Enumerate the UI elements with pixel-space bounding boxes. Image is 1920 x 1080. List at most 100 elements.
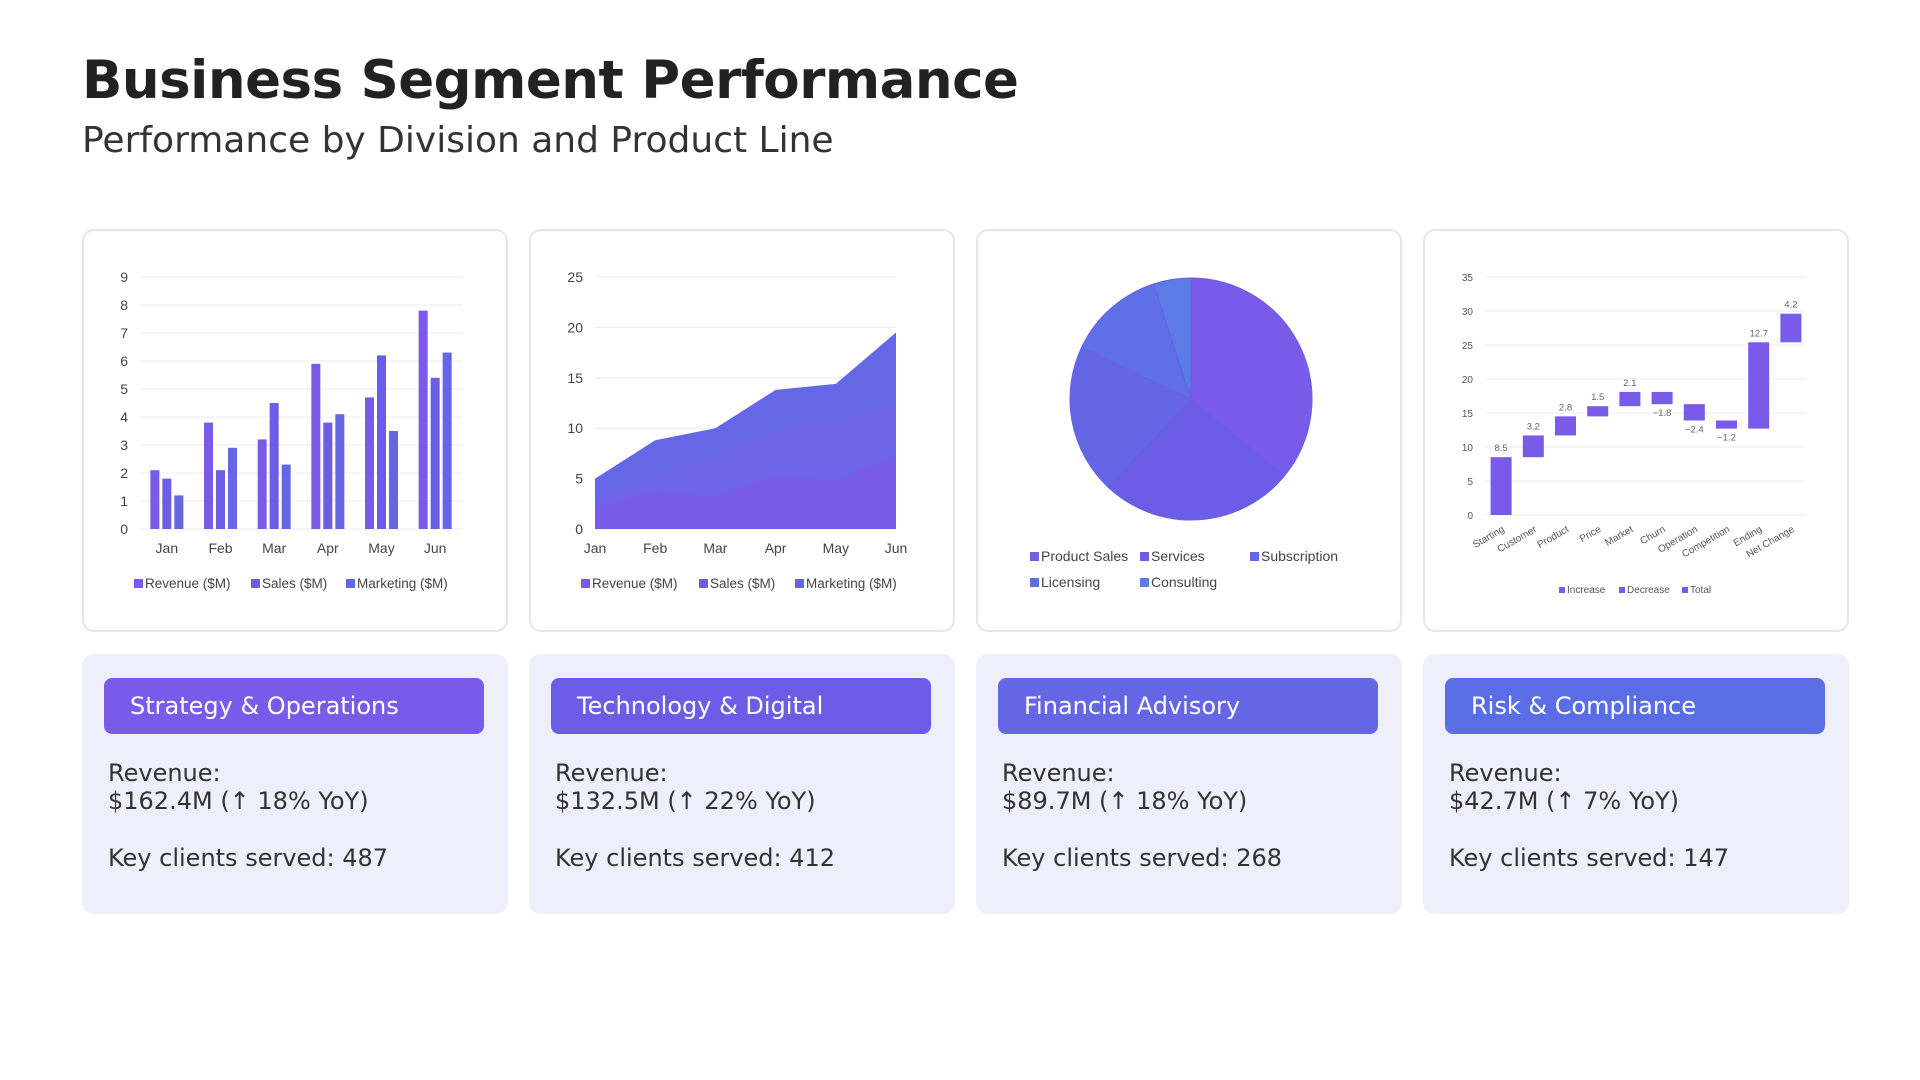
y-tick-label: 2 [120, 465, 128, 481]
x-tick-label: Apr [765, 540, 787, 556]
waterfall-bar [1651, 391, 1673, 405]
y-tick-label: 3 [120, 437, 128, 453]
y-tick-label: 5 [120, 381, 128, 397]
pie-slice [1107, 398, 1285, 521]
x-tick-label: May [823, 540, 849, 556]
revenue-value: $162.4M (↑ 18% YoY) [108, 787, 369, 815]
segment-header: Technology & Digital [551, 678, 931, 734]
bar [150, 470, 160, 529]
revenue-value: $89.7M (↑ 18% YoY) [1002, 787, 1248, 815]
area-chart-card: 0 5 10 15 20 25 Jan Feb Mar Apr May Jun Revenue ($M)… [529, 229, 955, 632]
revenue-label: Revenue: [555, 759, 668, 787]
x-tick-label: Jun [424, 540, 447, 556]
legend-swatch [699, 579, 708, 588]
revenue-label: Revenue: [1002, 759, 1115, 787]
data-label: −1.2 [1717, 433, 1736, 444]
y-tick-label: 35 [1462, 273, 1474, 284]
waterfall-bar [1587, 406, 1609, 417]
data-label: −1.8 [1653, 408, 1672, 419]
legend-label: Decrease [1627, 585, 1670, 596]
waterfall-bar [1490, 457, 1512, 515]
y-tick-label: 9 [120, 269, 128, 285]
x-tick-label: Mar [262, 540, 286, 556]
data-label: 4.2 [1784, 300, 1797, 311]
legend-swatch [1559, 587, 1565, 593]
grouped-bar-chart: 0 1 2 3 4 5 6 7 8 9 Jan Feb Mar Apr May Jun Revenue ($M)… [120, 269, 462, 591]
bar [162, 478, 172, 529]
x-tick-label: May [368, 540, 394, 556]
bar [269, 403, 279, 529]
y-tick-label: 20 [1462, 375, 1474, 386]
bar [389, 431, 398, 529]
y-tick-label: 20 [567, 319, 583, 335]
x-tick-label: Price [1578, 524, 1604, 545]
legend-swatch [1030, 578, 1039, 587]
revenue-label: Revenue: [1449, 759, 1562, 787]
area-series [595, 456, 896, 529]
y-tick-label: 25 [1462, 341, 1474, 352]
x-tick-label: Product [1536, 524, 1572, 551]
y-tick-label: 5 [1467, 477, 1473, 488]
legend-label: Sales ($M) [710, 576, 775, 591]
x-tick-label: Mar [703, 540, 727, 556]
legend-swatch [346, 579, 355, 588]
x-tick-label: Jun [885, 540, 908, 556]
y-tick-label: 0 [120, 521, 128, 537]
pie-slice [1152, 277, 1192, 400]
pie-chart-card: Product Sales Services Subscription Licensi… [976, 229, 1402, 632]
legend-swatch [1250, 552, 1259, 561]
legend-swatch [251, 579, 260, 588]
clients-served: Key clients served: 147 [1449, 844, 1730, 872]
y-tick-label: 30 [1462, 307, 1474, 318]
legend-label: Consulting [1151, 574, 1217, 590]
bar [174, 495, 184, 529]
y-tick-label: 7 [120, 325, 128, 341]
bar [323, 422, 333, 529]
x-tick-label: Jan [584, 540, 607, 556]
x-tick-label: Jan [156, 540, 179, 556]
segment-header: Strategy & Operations [104, 678, 484, 734]
legend-swatch [1619, 587, 1625, 593]
legend-label: Marketing ($M) [357, 576, 448, 591]
waterfall-chart-card: 0 5 10 15 20 25 30 35 8.5 Starting 3.2 Customer 2.8 P… [1423, 229, 1849, 632]
y-tick-label: 4 [120, 409, 128, 425]
y-tick-label: 8 [120, 297, 128, 313]
bar [430, 377, 440, 529]
clients-served: Key clients served: 487 [108, 844, 389, 872]
bar [311, 363, 321, 529]
bar [204, 422, 213, 529]
data-label: 12.7 [1749, 328, 1768, 339]
bar [216, 470, 225, 529]
legend-label: Total [1690, 585, 1711, 596]
waterfall-bar [1522, 435, 1544, 458]
revenue-label: Revenue: [108, 759, 221, 787]
bar-chart-card: 0 1 2 3 4 5 6 7 8 9 Jan Feb Mar Apr May Jun Revenue ($M)… [82, 229, 508, 632]
legend-swatch [1140, 552, 1149, 561]
waterfall-bar [1716, 420, 1737, 429]
pie-chart: Product Sales Services Subscription Licensi… [1030, 277, 1338, 590]
page-subtitle: Performance by Division and Product Line [82, 120, 834, 161]
bar [442, 352, 452, 529]
pie-slice [1190, 277, 1313, 477]
y-tick-label: 25 [567, 269, 583, 285]
legend-label: Services [1151, 548, 1205, 564]
segment-header: Financial Advisory [998, 678, 1378, 734]
bar [377, 355, 386, 529]
x-tick-label: Market [1603, 524, 1635, 549]
segment-card-financial: Financial Advisory Revenue: $89.7M (↑ 18… [976, 654, 1402, 914]
waterfall-bar [1619, 391, 1641, 407]
data-label: 3.2 [1527, 421, 1540, 432]
legend-swatch [581, 579, 590, 588]
y-tick-label: 0 [575, 521, 583, 537]
y-tick-label: 10 [1462, 443, 1474, 454]
x-tick-label: Feb [208, 540, 232, 556]
x-tick-label: Feb [643, 540, 667, 556]
data-label: −2.4 [1685, 424, 1704, 435]
bar [228, 447, 237, 529]
legend-swatch [1140, 578, 1149, 587]
data-label: 1.5 [1591, 392, 1604, 403]
waterfall-chart: 051015202530358.5Starting3.2Customer2.8P… [1462, 273, 1807, 596]
page-title: Business Segment Performance [82, 50, 1019, 111]
bar [418, 310, 428, 529]
stacked-area-chart: 0 5 10 15 20 25 Jan Feb Mar Apr May Jun Revenue ($M)… [567, 269, 908, 591]
